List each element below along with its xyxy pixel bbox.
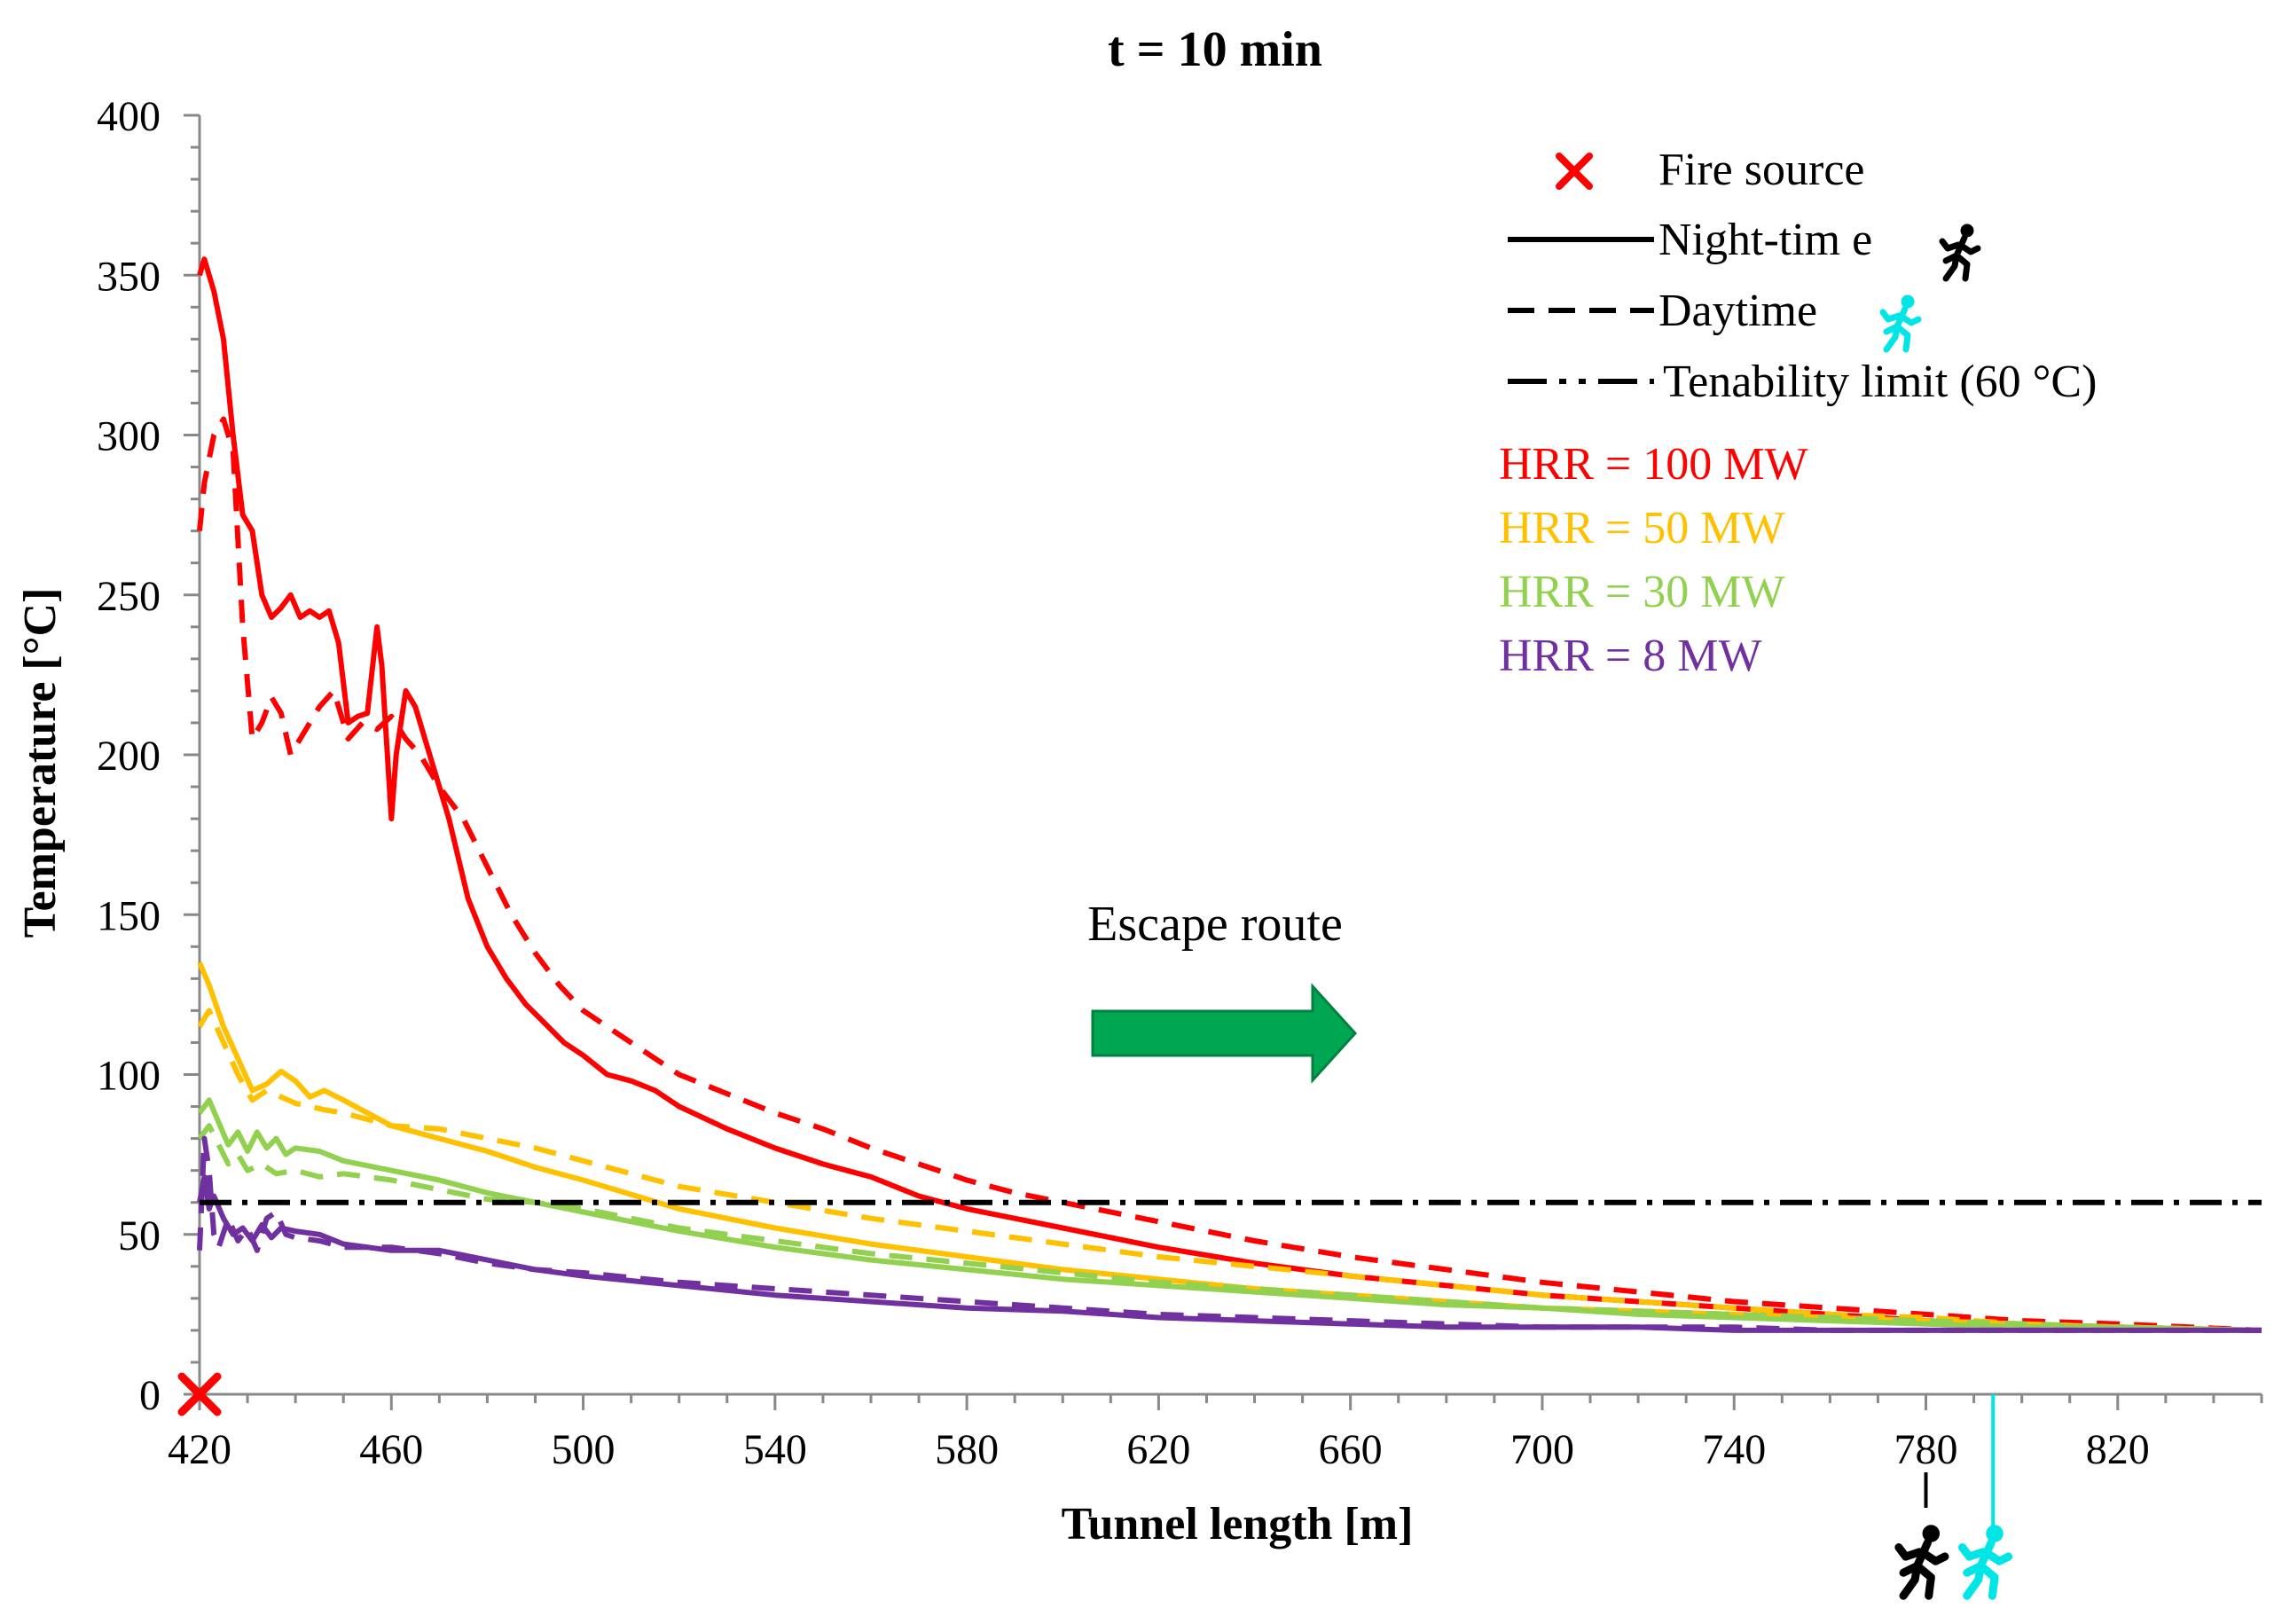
night-time-person-marker [1899,1472,1945,1596]
y-tick-label: 400 [97,93,161,140]
series-group [197,256,2262,1333]
y-axis: 0 50 100 150 200 250 300 350 400 [97,93,201,1419]
hrr-label: HRR = 8 MW [1499,631,1762,681]
series-line [197,1123,2262,1333]
daytime-person-marker [1963,1394,2009,1596]
legend-night-time: Night-tim e [1658,215,1872,265]
y-tick-label: 300 [97,413,161,460]
hrr-label: HRR = 30 MW [1499,567,1785,617]
hrr-label: HRR = 50 MW [1499,503,1785,553]
chart-title: t = 10 min [1108,22,1322,77]
y-tick-label: 0 [139,1372,161,1419]
y-tick-label: 350 [97,253,161,300]
series-line [197,1097,2262,1333]
x-tick-label: 500 [552,1426,616,1473]
x-tick-label: 700 [1510,1426,1574,1473]
x-tick-label: 660 [1319,1426,1383,1473]
runner-cyan-icon [1963,1526,2009,1596]
y-axis-label: Temperature [°C] [15,588,66,938]
legend: Fire source Night-tim e Daytime Tenabili… [1499,145,2097,681]
y-tick-label: 100 [97,1053,161,1100]
escape-route-arrow-icon [1091,983,1358,1084]
legend-fire-source: Fire source [1658,145,1864,195]
legend-runner-cyan-icon [1883,295,1918,349]
x-tick-label: 780 [1894,1426,1958,1473]
x-tick-label: 740 [1702,1426,1766,1473]
x-tick-label: 620 [1126,1426,1190,1473]
legend-runner-black-icon [1942,224,1978,279]
x-tick-label: 580 [935,1426,999,1473]
legend-daytime: Daytime [1658,286,1817,336]
x-tick-label: 460 [359,1426,423,1473]
series-line [197,1008,2262,1333]
x-axis: 420 460 500 540 580 620 660 700 740 780 820 [168,1393,2263,1473]
runner-black-icon [1899,1526,1945,1596]
y-tick-label: 200 [97,733,161,780]
y-tick-label: 50 [118,1212,161,1259]
x-tick-label: 540 [743,1426,807,1473]
series-line [197,256,2262,1333]
y-tick-label: 250 [97,573,161,620]
legend-tenability: Tenability limit (60 °C) [1663,357,2097,407]
x-tick-label: 420 [168,1426,231,1473]
series-line [197,416,2262,1333]
fire-source-marker [177,1372,222,1416]
legend-fire-source-icon [1556,153,1593,190]
x-tick-label: 820 [2086,1426,2150,1473]
hrr-label: HRR = 100 MW [1499,439,1808,490]
hrr-labels: HRR = 100 MW HRR = 50 MW HRR = 30 MW HRR = … [1499,439,1808,681]
y-tick-label: 150 [97,892,161,939]
series-line [197,1135,2262,1333]
escape-route-label: Escape route [1087,897,1343,952]
x-axis-label: Tunnel length [m] [1062,1499,1414,1549]
